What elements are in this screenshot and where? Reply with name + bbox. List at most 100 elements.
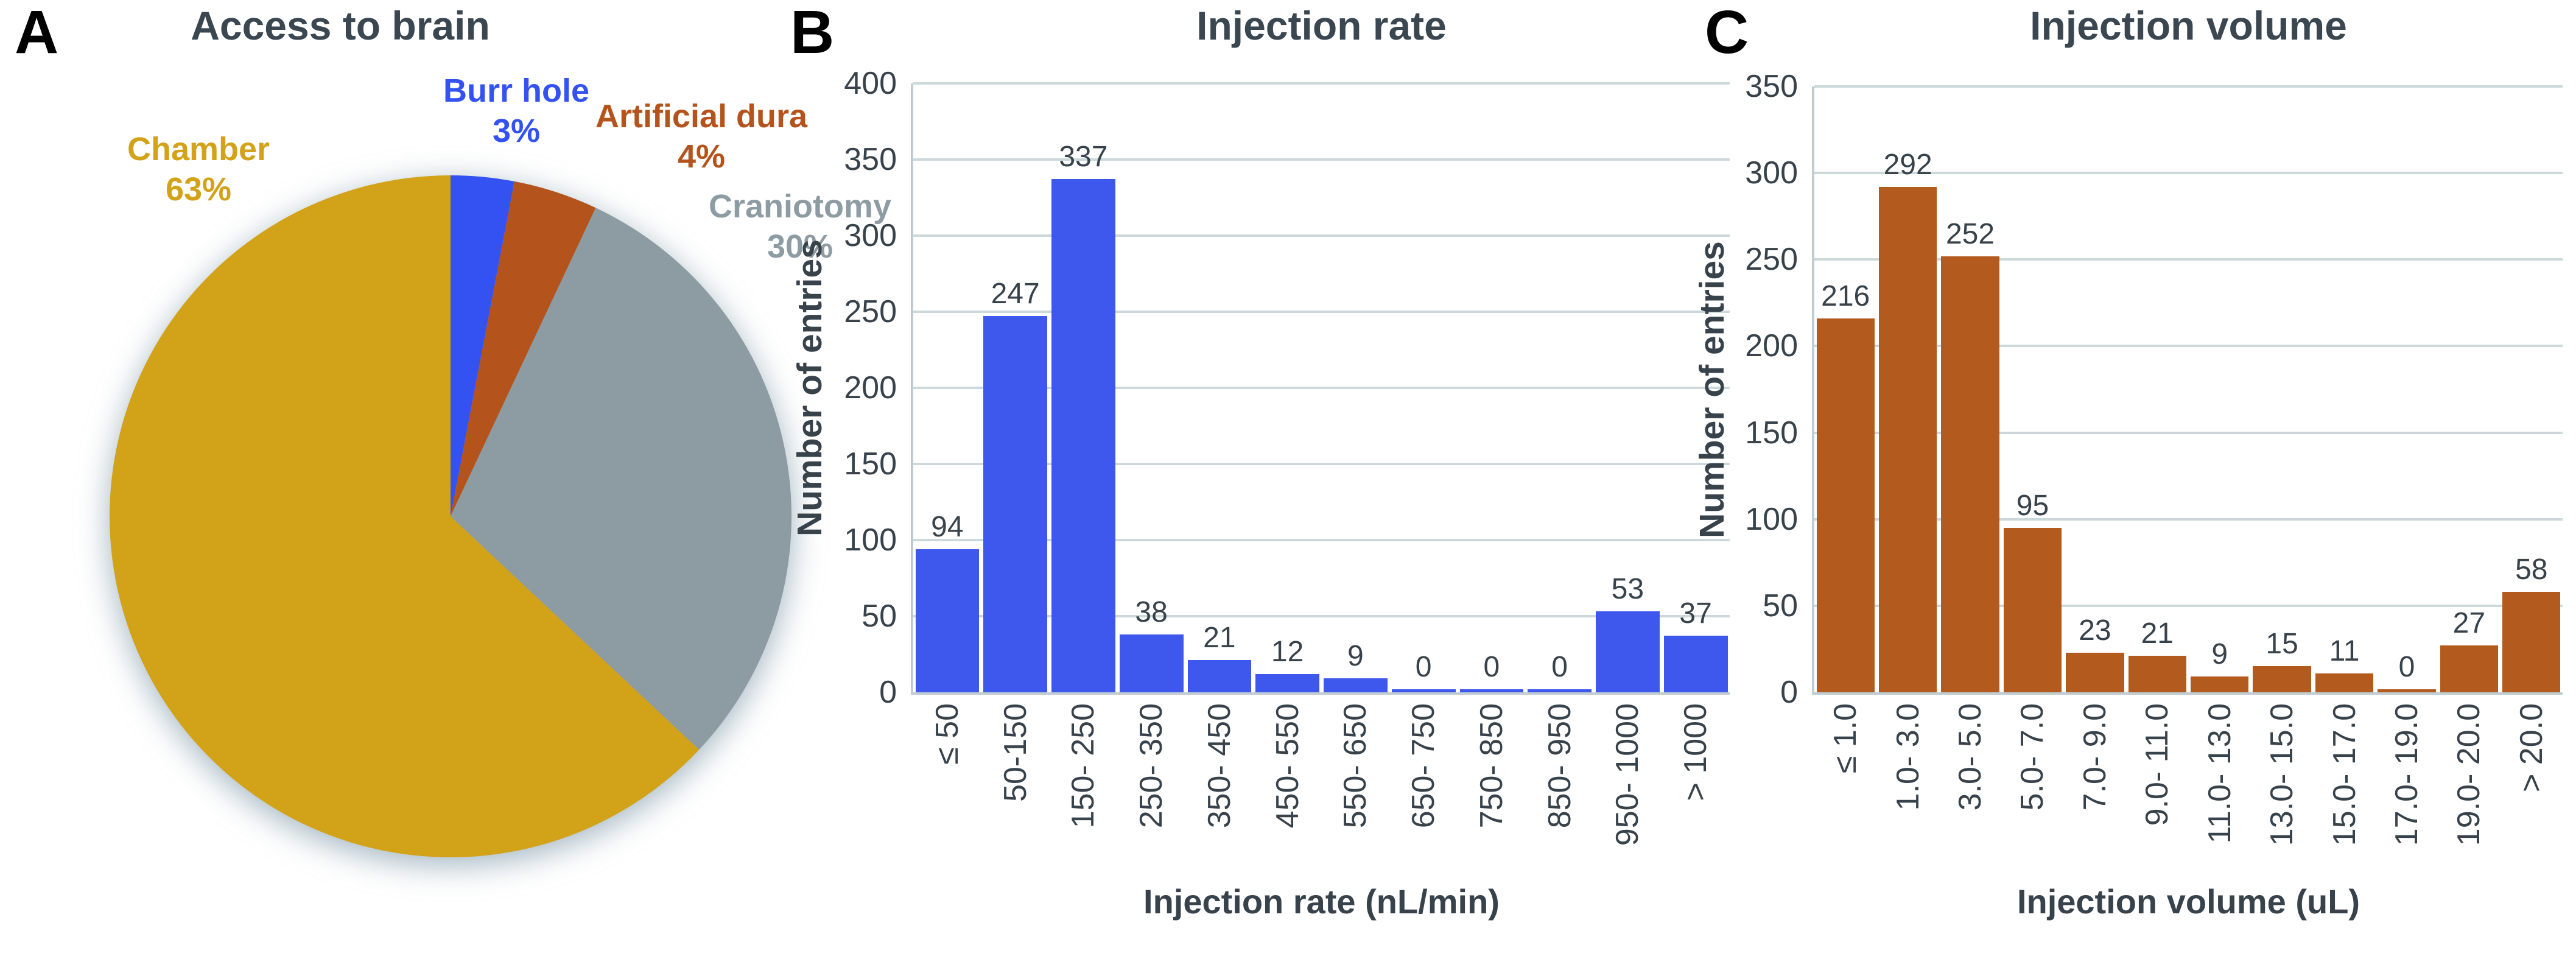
x-tick-label: 750- 850 bbox=[1473, 703, 1509, 829]
gridline bbox=[1814, 258, 2563, 261]
bar bbox=[2128, 656, 2186, 692]
x-tick-label: 13.0- 15.0 bbox=[2264, 703, 2300, 846]
y-tick-label: 150 bbox=[844, 446, 897, 482]
y-tick-label: 400 bbox=[844, 66, 897, 101]
y-axis-title-rate: Number of entries bbox=[790, 239, 829, 536]
x-tick-label: 5.0- 7.0 bbox=[2015, 703, 2051, 811]
y-tick-label: 300 bbox=[1745, 155, 1798, 191]
pie-slice-label-pct: 4% bbox=[677, 138, 726, 175]
y-tick-label: 200 bbox=[1745, 328, 1798, 364]
pie-slice-label: Craniotomy 30% bbox=[617, 186, 983, 267]
y-tick-label: 150 bbox=[1745, 415, 1798, 451]
bar-value-label: 9 bbox=[2211, 638, 2228, 670]
x-tick-label: 50-150 bbox=[997, 703, 1033, 802]
x-axis-title-volume: Injection volume (uL) bbox=[2016, 882, 2360, 921]
bar bbox=[1187, 660, 1252, 692]
x-tick-label: 550- 650 bbox=[1338, 703, 1374, 829]
bar bbox=[2253, 666, 2311, 692]
y-tick-label: 250 bbox=[1745, 242, 1798, 278]
y-tick-label: 300 bbox=[844, 218, 897, 253]
x-axis-spine bbox=[911, 692, 1730, 695]
gridline bbox=[1814, 345, 2563, 348]
bar bbox=[1941, 256, 1999, 692]
x-tick-label: 450- 550 bbox=[1269, 703, 1305, 829]
y-axis-spine bbox=[911, 83, 913, 695]
x-tick-label: 17.0- 19.0 bbox=[2388, 703, 2424, 846]
x-tick-label: 9.0- 11.0 bbox=[2139, 703, 2175, 826]
x-tick-label: 950- 1000 bbox=[1610, 703, 1646, 846]
y-tick-label: 0 bbox=[1780, 675, 1798, 710]
bar-value-label: 38 bbox=[1135, 596, 1168, 628]
bar-value-label: 9 bbox=[1347, 640, 1364, 672]
bar bbox=[1459, 689, 1524, 692]
pie-slice-label: Burr hole 3% bbox=[334, 71, 699, 151]
pie-slice-label: Artificial dura 4% bbox=[519, 96, 884, 177]
bar-value-label: 252 bbox=[1945, 218, 1995, 250]
x-tick-label: 7.0- 9.0 bbox=[2077, 703, 2113, 811]
x-tick-label: 11.0- 13.0 bbox=[2202, 703, 2237, 844]
x-tick-label: 350- 450 bbox=[1201, 703, 1237, 829]
bar bbox=[1816, 318, 1875, 692]
y-tick-label: 0 bbox=[879, 675, 897, 710]
bar bbox=[1255, 674, 1319, 692]
y-axis-spine bbox=[1812, 86, 1814, 695]
gridline bbox=[913, 234, 1730, 237]
pie-slice-burr-hole bbox=[451, 175, 514, 516]
panel-a: A Access to brain Burr hole 3% Artificial … bbox=[15, 0, 983, 857]
gridline bbox=[1814, 85, 2563, 88]
y-tick-label: 250 bbox=[844, 294, 897, 329]
bar-value-label: 94 bbox=[931, 511, 964, 543]
pie-slice-label-name: Burr hole bbox=[443, 72, 590, 109]
x-tick-label: 850- 950 bbox=[1542, 703, 1578, 829]
bar-value-label: 15 bbox=[2265, 628, 2298, 660]
gridline bbox=[1814, 518, 2563, 521]
gridline bbox=[913, 463, 1730, 465]
gridline bbox=[1814, 172, 2563, 175]
bar bbox=[2502, 592, 2561, 692]
bar bbox=[1119, 634, 1184, 692]
bar bbox=[1878, 187, 1937, 692]
pie-chart-svg bbox=[110, 175, 791, 857]
bar bbox=[915, 549, 980, 692]
gridline bbox=[1814, 604, 2563, 607]
pie-slice-label-name: Artificial dura bbox=[595, 98, 808, 135]
bar bbox=[1391, 689, 1456, 692]
figure: A Access to brain Burr hole 3% Artificial … bbox=[15, 0, 2563, 921]
panel-letter-a: A bbox=[15, 0, 58, 66]
x-tick-label: 150- 250 bbox=[1065, 703, 1101, 829]
gridline bbox=[913, 539, 1730, 541]
pie-slice-label-pct: 3% bbox=[492, 113, 541, 149]
bar-value-label: 27 bbox=[2452, 607, 2486, 639]
x-axis-title-rate: Injection rate (nL/min) bbox=[1143, 882, 1500, 921]
y-tick-label: 100 bbox=[1745, 501, 1798, 537]
bar bbox=[2003, 528, 2062, 692]
pie-slice-label-name: Craniotomy bbox=[708, 188, 892, 225]
pie-title: Access to brain bbox=[191, 3, 490, 48]
bar-value-label: 11 bbox=[2329, 635, 2360, 667]
gridline bbox=[913, 615, 1730, 617]
pie-slice-artificial-dura bbox=[451, 181, 596, 516]
x-tick-label: ≤ 1.0 bbox=[1828, 703, 1864, 774]
pie-slice-label-name: Chamber bbox=[127, 131, 270, 167]
bar bbox=[1324, 678, 1388, 692]
y-tick-label: 350 bbox=[1745, 69, 1798, 104]
bar-value-label: 292 bbox=[1883, 149, 1932, 181]
bar-value-label: 337 bbox=[1059, 141, 1108, 173]
bar-value-label: 12 bbox=[1271, 636, 1304, 668]
x-tick-label: 15.0- 17.0 bbox=[2326, 703, 2362, 846]
bar-chart-title-volume: Injection volume bbox=[2030, 3, 2347, 48]
panel-letter-b: B bbox=[790, 0, 834, 66]
y-tick-label: 200 bbox=[844, 370, 897, 406]
y-axis-title-volume: Number of entries bbox=[1693, 241, 1732, 538]
pie-slice-label-pct: 30% bbox=[767, 228, 834, 265]
y-tick-label: 350 bbox=[844, 142, 897, 177]
bar bbox=[2315, 673, 2374, 692]
panel-letter-c: C bbox=[1705, 0, 1749, 66]
bar-value-label: 95 bbox=[2016, 490, 2049, 522]
panel-c: C Injection volume Number of entries Inj… bbox=[1693, 0, 2563, 921]
pie-slice-craniotomy bbox=[451, 208, 791, 750]
x-tick-label: 1.0- 3.0 bbox=[1890, 703, 1926, 811]
bar bbox=[1596, 611, 1660, 692]
bar-value-label: 0 bbox=[1551, 651, 1568, 683]
bar-value-label: 0 bbox=[2398, 651, 2415, 683]
